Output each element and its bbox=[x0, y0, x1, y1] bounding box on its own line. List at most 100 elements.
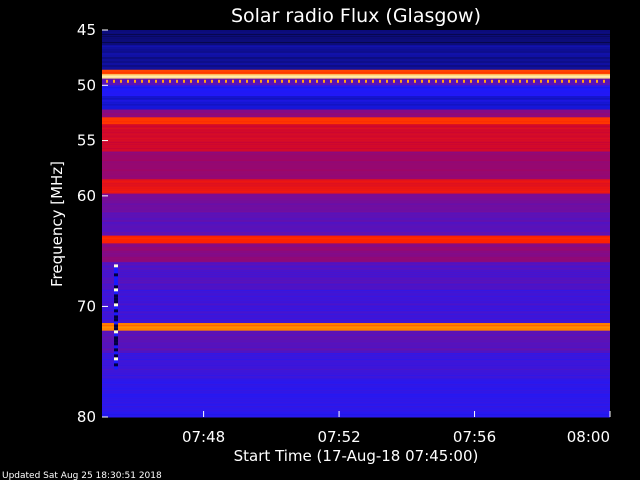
frequency-band bbox=[102, 30, 610, 46]
band-striation bbox=[102, 255, 610, 257]
band-striation bbox=[102, 201, 610, 203]
band-striation bbox=[102, 109, 610, 111]
interference-dot bbox=[106, 79, 108, 83]
interference-dot bbox=[526, 79, 528, 83]
interference-dot bbox=[253, 79, 255, 83]
data-gap-artifact bbox=[114, 309, 118, 313]
band-striation bbox=[102, 185, 610, 187]
data-gap-artifact bbox=[114, 297, 118, 301]
interference-dot bbox=[519, 79, 521, 83]
band-striation bbox=[102, 297, 610, 299]
band-striation bbox=[102, 239, 610, 241]
interference-dot bbox=[442, 79, 444, 83]
data-gap-artifact bbox=[114, 288, 118, 292]
data-gap-artifact bbox=[114, 348, 118, 352]
band-striation bbox=[102, 193, 610, 195]
band-striation bbox=[102, 346, 610, 348]
band-striation bbox=[102, 137, 610, 139]
interference-dot bbox=[589, 79, 591, 83]
data-gap-artifact bbox=[114, 306, 118, 310]
band-striation bbox=[102, 191, 610, 193]
band-striation bbox=[102, 276, 610, 278]
band-striation bbox=[102, 384, 610, 386]
band-striation bbox=[102, 366, 610, 368]
band-striation bbox=[102, 91, 610, 93]
y-axis-label: Frequency [MHz] bbox=[48, 161, 66, 287]
band-striation bbox=[102, 388, 610, 390]
band-striation bbox=[102, 203, 610, 205]
band-striation bbox=[102, 408, 610, 410]
band-striation bbox=[102, 251, 610, 253]
band-striation bbox=[102, 319, 610, 321]
band-striation bbox=[102, 53, 610, 55]
band-striation bbox=[102, 412, 610, 414]
y-axis-ticks: 45 50 55 60 70 80 bbox=[77, 21, 108, 426]
band-striation bbox=[102, 100, 610, 102]
band-striation bbox=[102, 74, 610, 76]
band-striation bbox=[102, 414, 610, 416]
interference-dot bbox=[323, 79, 325, 83]
band-striation bbox=[102, 224, 610, 226]
interference-dot bbox=[393, 79, 395, 83]
band-striation bbox=[102, 247, 610, 249]
band-striation bbox=[102, 332, 610, 334]
chart-title: Solar radio Flux (Glasgow) bbox=[231, 5, 481, 27]
interference-dot bbox=[582, 79, 584, 83]
band-striation bbox=[102, 315, 610, 317]
data-gap-artifact bbox=[114, 294, 118, 298]
interference-dot bbox=[281, 79, 283, 83]
band-striation bbox=[102, 117, 610, 119]
interference-dot bbox=[337, 79, 339, 83]
band-striation bbox=[102, 280, 610, 282]
band-striation bbox=[102, 169, 610, 171]
interference-dot bbox=[505, 79, 507, 83]
band-striation bbox=[102, 173, 610, 175]
interference-dot bbox=[113, 79, 115, 83]
data-gap-artifact bbox=[114, 363, 118, 367]
band-striation bbox=[102, 356, 610, 358]
band-striation bbox=[102, 317, 610, 319]
band-striation bbox=[102, 222, 610, 224]
band-striation bbox=[102, 165, 610, 167]
data-gap-artifact bbox=[114, 303, 118, 307]
band-striation bbox=[102, 106, 610, 108]
band-striation bbox=[102, 133, 610, 135]
band-striation bbox=[102, 197, 610, 199]
band-striation bbox=[102, 230, 610, 232]
band-striation bbox=[102, 394, 610, 396]
band-striation bbox=[102, 352, 610, 354]
data-gap-artifact bbox=[114, 267, 118, 271]
band-striation bbox=[102, 45, 610, 47]
band-striation bbox=[102, 141, 610, 143]
band-striation bbox=[102, 396, 610, 398]
band-striation bbox=[102, 187, 610, 189]
interference-dot bbox=[561, 79, 563, 83]
interference-dot bbox=[477, 79, 479, 83]
data-gap-artifact bbox=[114, 342, 118, 346]
y-tick-label: 70 bbox=[77, 297, 96, 315]
band-striation bbox=[102, 96, 610, 98]
interference-dot bbox=[407, 79, 409, 83]
interference-dot bbox=[470, 79, 472, 83]
interference-dot bbox=[120, 79, 122, 83]
data-gap-artifact bbox=[114, 273, 118, 277]
interference-dot bbox=[260, 79, 262, 83]
interference-dot bbox=[134, 79, 136, 83]
band-striation bbox=[102, 113, 610, 115]
data-gap-artifact bbox=[114, 276, 118, 280]
band-striation bbox=[102, 76, 610, 78]
band-striation bbox=[102, 232, 610, 234]
band-striation bbox=[102, 338, 610, 340]
data-gap-artifact bbox=[114, 327, 118, 331]
interference-dot bbox=[148, 79, 150, 83]
band-striation bbox=[102, 85, 610, 87]
data-gap-artifact bbox=[114, 285, 118, 289]
interference-dot bbox=[330, 79, 332, 83]
interference-dot bbox=[344, 79, 346, 83]
data-gap-artifact bbox=[114, 324, 118, 328]
data-gap-artifact bbox=[114, 300, 118, 304]
band-striation bbox=[102, 123, 610, 125]
band-striation bbox=[102, 284, 610, 286]
data-gap-artifact bbox=[114, 333, 118, 337]
y-tick-label: 60 bbox=[77, 187, 96, 205]
